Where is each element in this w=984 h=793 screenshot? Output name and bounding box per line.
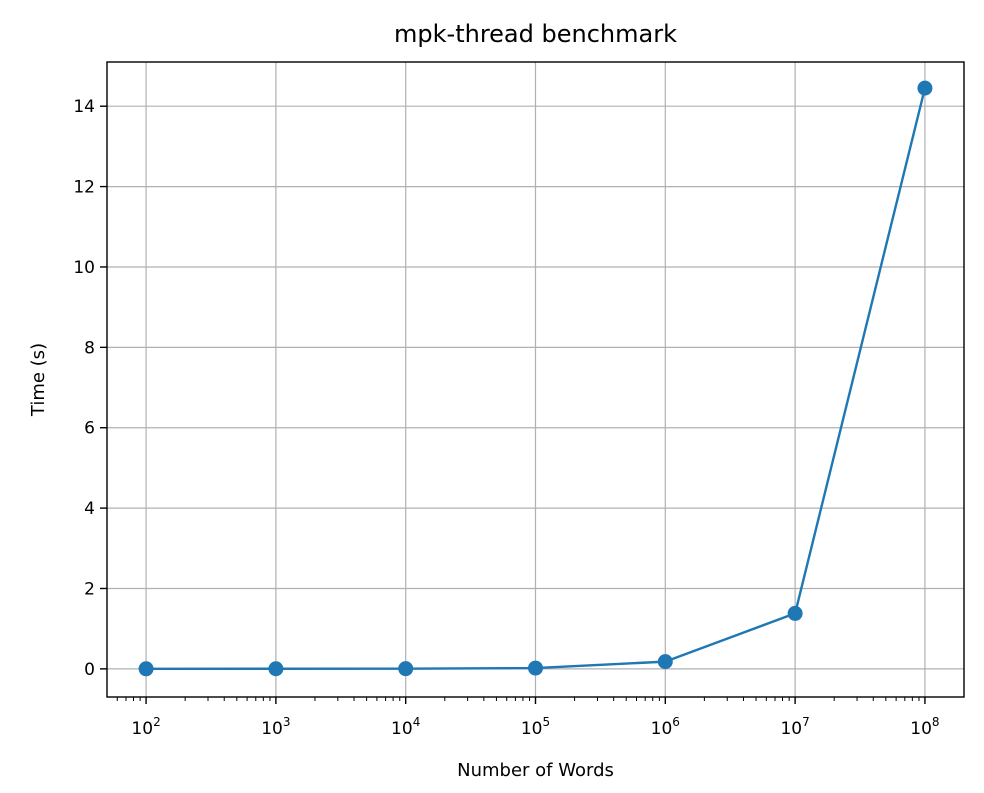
chart-title: mpk-thread benchmark <box>394 20 677 48</box>
y-tick-label: 6 <box>84 419 95 439</box>
x-tick-label: 105 <box>521 715 550 739</box>
x-tick-label: 102 <box>131 715 160 739</box>
grid <box>107 62 964 697</box>
data-point <box>138 661 154 677</box>
tick-layer: 102 103 104 105 106 107 108 0 2 4 6 8 10 12 14 <box>73 97 939 739</box>
y-tick-label: 8 <box>84 338 95 358</box>
y-tick-label: 12 <box>73 178 95 198</box>
y-tick-label: 0 <box>84 660 95 680</box>
x-tick-label: 103 <box>261 715 290 739</box>
x-tick-label: 108 <box>910 715 939 739</box>
x-tick-label: 107 <box>780 715 809 739</box>
y-axis-title: Time (s) <box>28 343 49 417</box>
y-tick-label: 10 <box>73 258 95 278</box>
series-layer <box>138 80 933 677</box>
data-point <box>787 605 803 621</box>
data-point <box>657 654 673 670</box>
data-point <box>528 660 543 676</box>
data-point <box>268 661 284 677</box>
x-axis-title: Number of Words <box>457 760 614 781</box>
y-tick-label: 4 <box>84 499 95 519</box>
y-tick-label: 14 <box>73 97 95 117</box>
y-tick-label: 2 <box>84 579 95 599</box>
data-point <box>917 80 933 96</box>
data-point <box>398 661 414 677</box>
plot-frame <box>106 61 965 698</box>
x-tick-label: 104 <box>391 715 420 739</box>
x-tick-label: 106 <box>651 715 680 739</box>
